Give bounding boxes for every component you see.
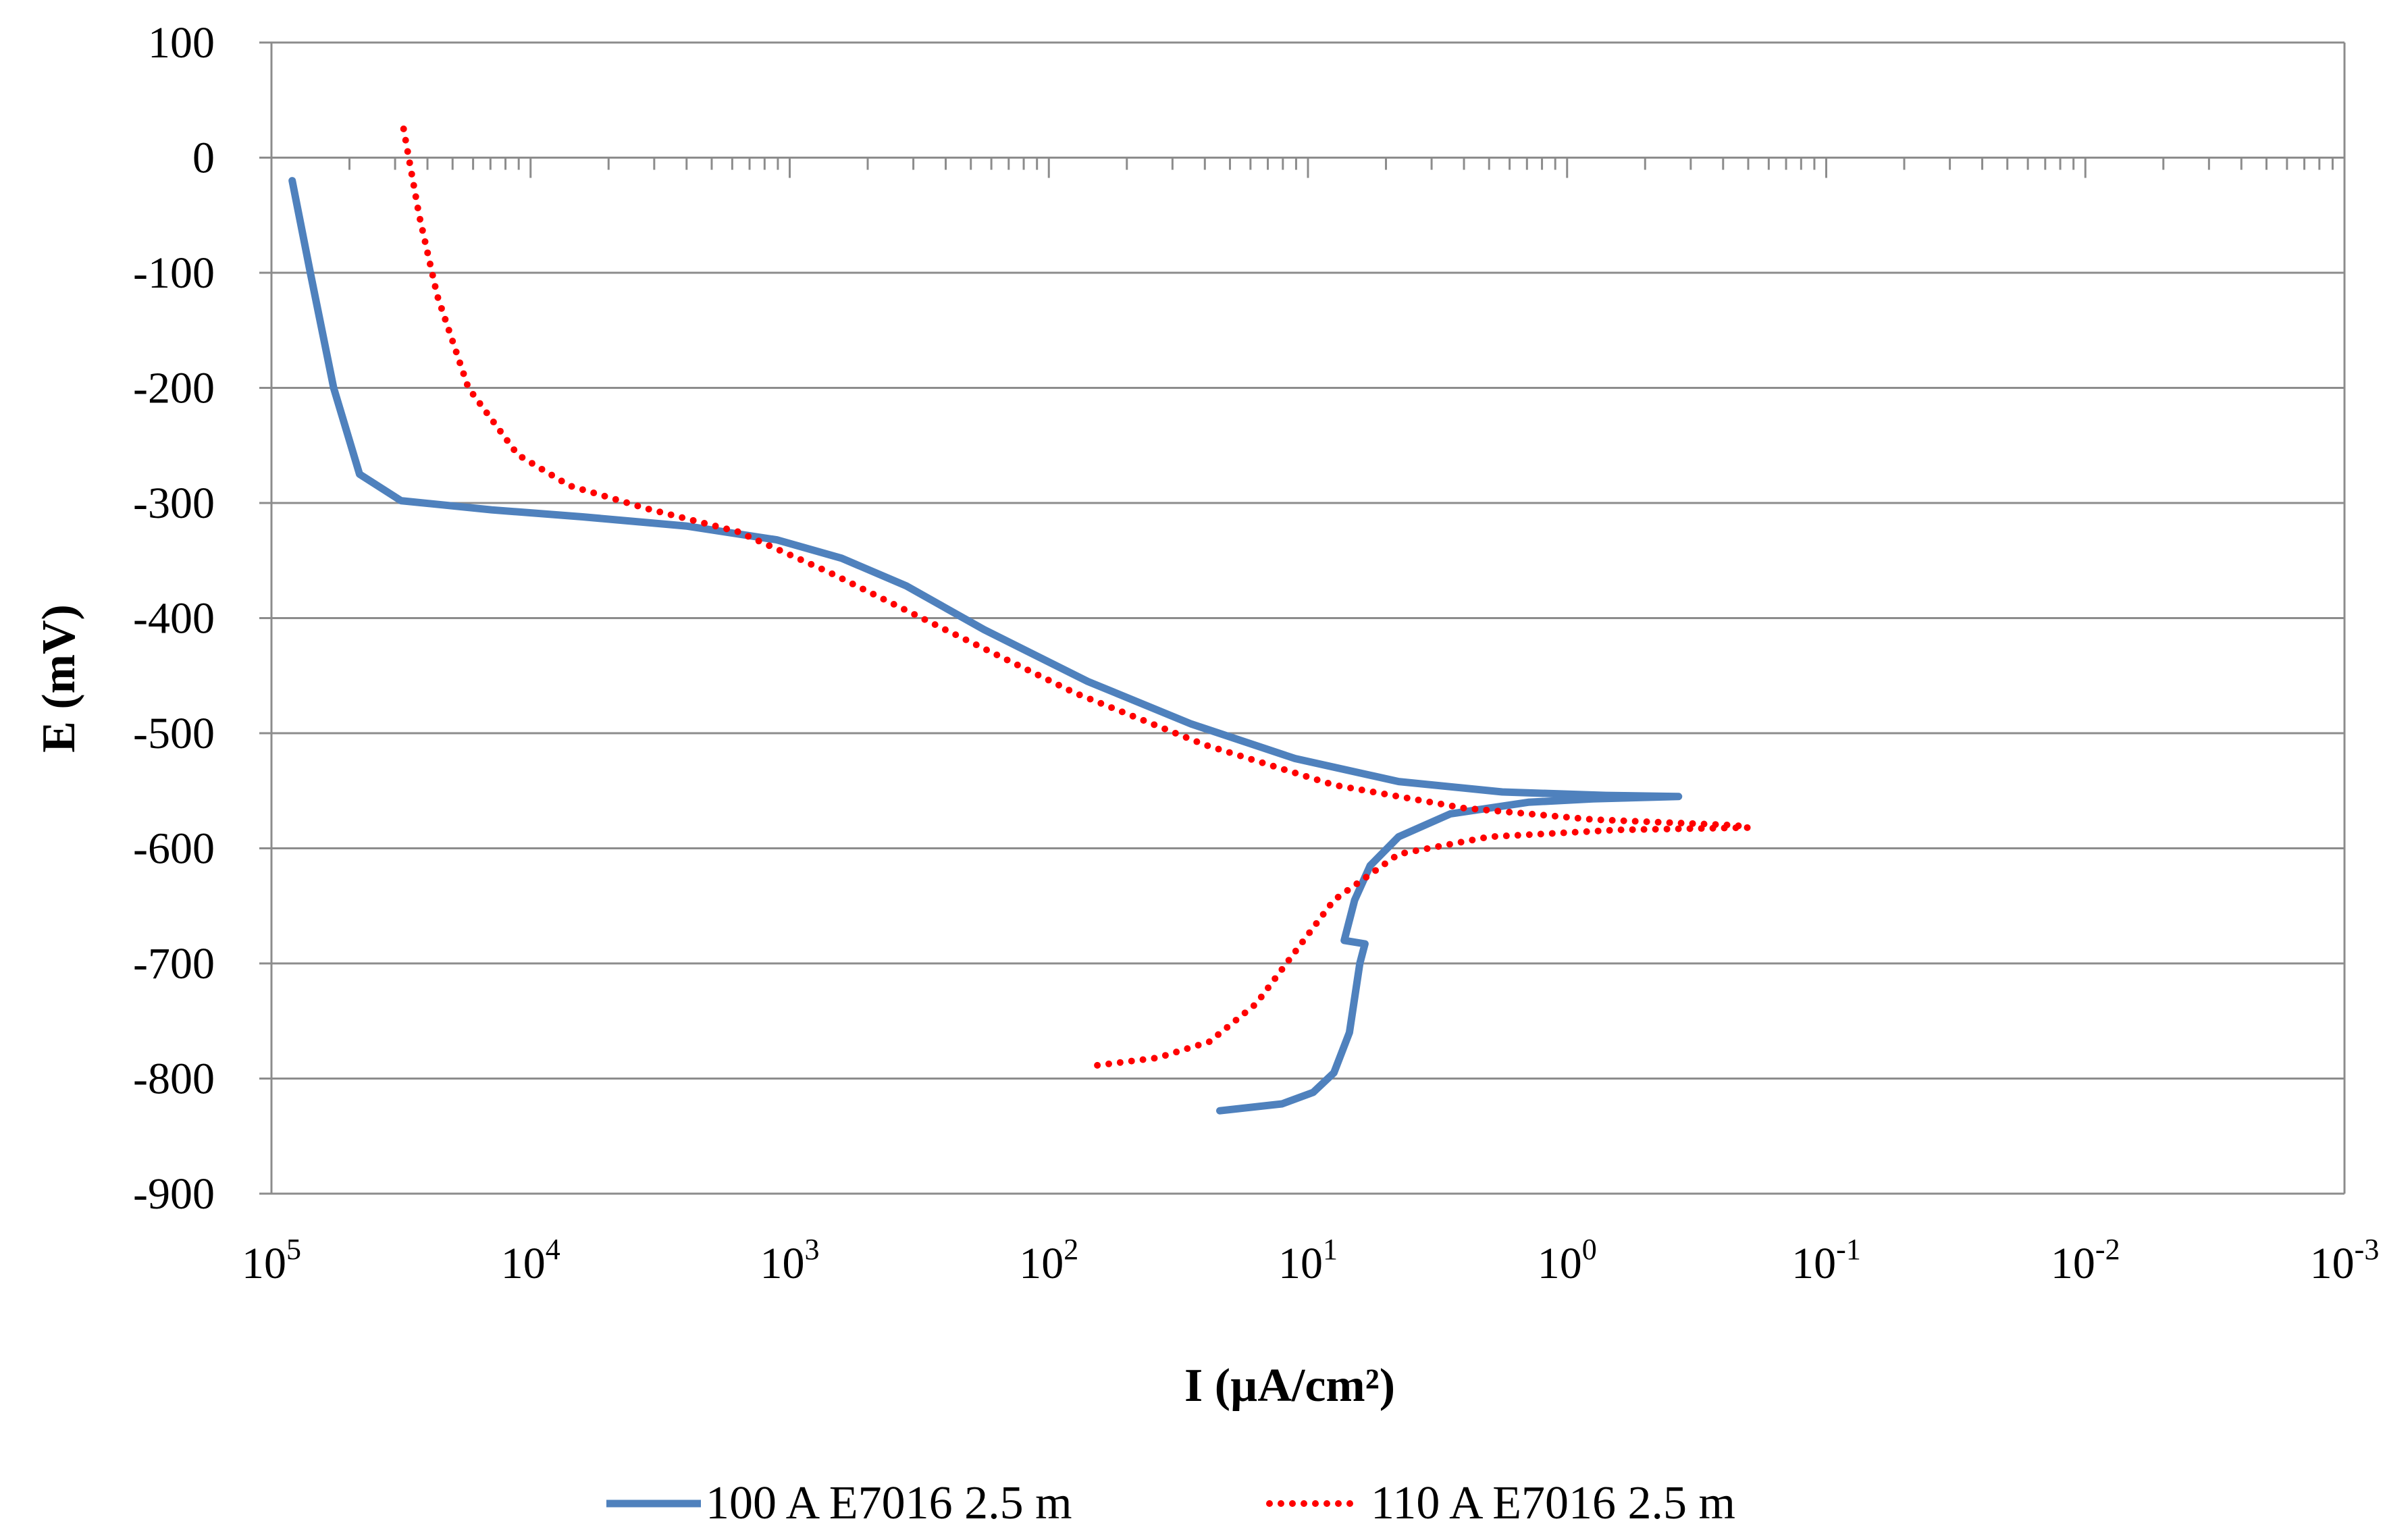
x-tick-label: 100 bbox=[1538, 1233, 1597, 1288]
gridlines bbox=[271, 41, 2344, 1195]
y-tick-label: -800 bbox=[133, 1055, 215, 1104]
x-tick-label: 102 bbox=[1019, 1233, 1078, 1288]
x-tick-label: 10-1 bbox=[1791, 1233, 1861, 1288]
y-tick-label: -200 bbox=[133, 364, 215, 413]
x-tick-label: 105 bbox=[242, 1233, 301, 1288]
y-tick-label: -600 bbox=[133, 824, 215, 874]
y-tick-label: -100 bbox=[133, 248, 215, 298]
x-tick-label: 10-2 bbox=[2051, 1233, 2120, 1288]
y-tick-label: 100 bbox=[148, 18, 215, 68]
tick-labels: 100 0 -100 -200 -300 -400 -500 -600 -700 -800 -900… bbox=[133, 18, 2379, 1288]
series-line-1 bbox=[288, 177, 1683, 1115]
y-tick-label: -900 bbox=[133, 1169, 215, 1219]
x-tick-label: 104 bbox=[501, 1233, 560, 1288]
legend: 100 A E7016 2.5 m 110 A E7016 2.5 m bbox=[606, 1477, 1735, 1529]
y-tick-label: -700 bbox=[133, 939, 215, 988]
x-tick-label: 10-3 bbox=[2310, 1233, 2380, 1288]
y-axis-title: E (mV) bbox=[33, 604, 85, 753]
y-tick-label: -300 bbox=[133, 479, 215, 528]
axes bbox=[259, 41, 2346, 1195]
legend-label-series-2: 110 A E7016 2.5 m bbox=[1371, 1477, 1735, 1529]
series-line-2 bbox=[400, 125, 1752, 1069]
series-lines bbox=[288, 125, 1752, 1115]
x-tick-label: 101 bbox=[1278, 1233, 1338, 1288]
y-tick-label: 0 bbox=[192, 134, 215, 183]
y-tick-label: -500 bbox=[133, 709, 215, 758]
y-tick-label: -400 bbox=[133, 594, 215, 643]
x-tick-label: 103 bbox=[760, 1233, 820, 1288]
legend-label-series-1: 100 A E7016 2.5 m bbox=[706, 1477, 1072, 1529]
x-axis-title: I (µA/cm²) bbox=[1184, 1360, 1395, 1412]
